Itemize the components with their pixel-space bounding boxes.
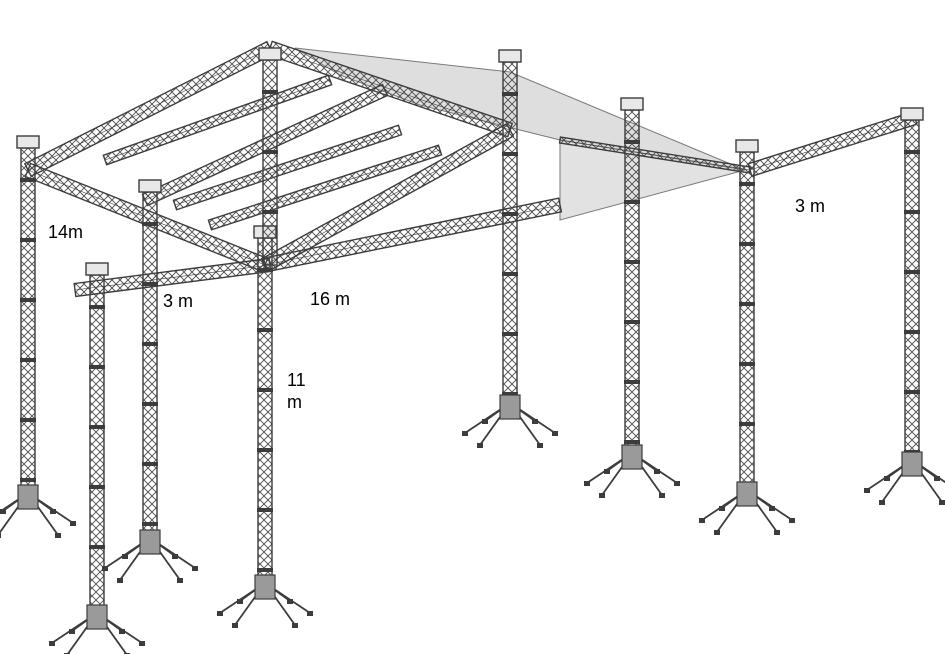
base-front-left xyxy=(102,529,198,583)
base-wing-left xyxy=(49,604,145,654)
truss-beams xyxy=(23,40,918,298)
purlin-1 xyxy=(172,124,403,211)
base-rear-right xyxy=(584,444,680,498)
tower-wing-right xyxy=(900,107,924,471)
tower-front-right xyxy=(735,139,759,499)
length-16m-label: 16 m xyxy=(310,289,351,309)
base-front-mid xyxy=(217,574,313,628)
truss-towers xyxy=(16,47,924,621)
width-3m-left-label: 3 m xyxy=(163,291,194,311)
tower-ridge xyxy=(258,47,282,266)
height-11m-label: 11 m xyxy=(287,370,306,412)
height-14m-label: 14m xyxy=(48,222,84,242)
base-rear-mid xyxy=(462,394,558,448)
tower-front-mid xyxy=(253,225,277,591)
base-wing-right xyxy=(864,451,945,505)
tower-rear-left xyxy=(16,135,40,496)
width-3m-right-label: 3 m xyxy=(795,196,826,216)
tower-front-left xyxy=(138,179,162,549)
base-rear-left xyxy=(0,484,76,538)
tower-bases xyxy=(0,394,945,654)
wing-beam-right xyxy=(747,110,918,178)
base-front-right xyxy=(699,481,795,535)
